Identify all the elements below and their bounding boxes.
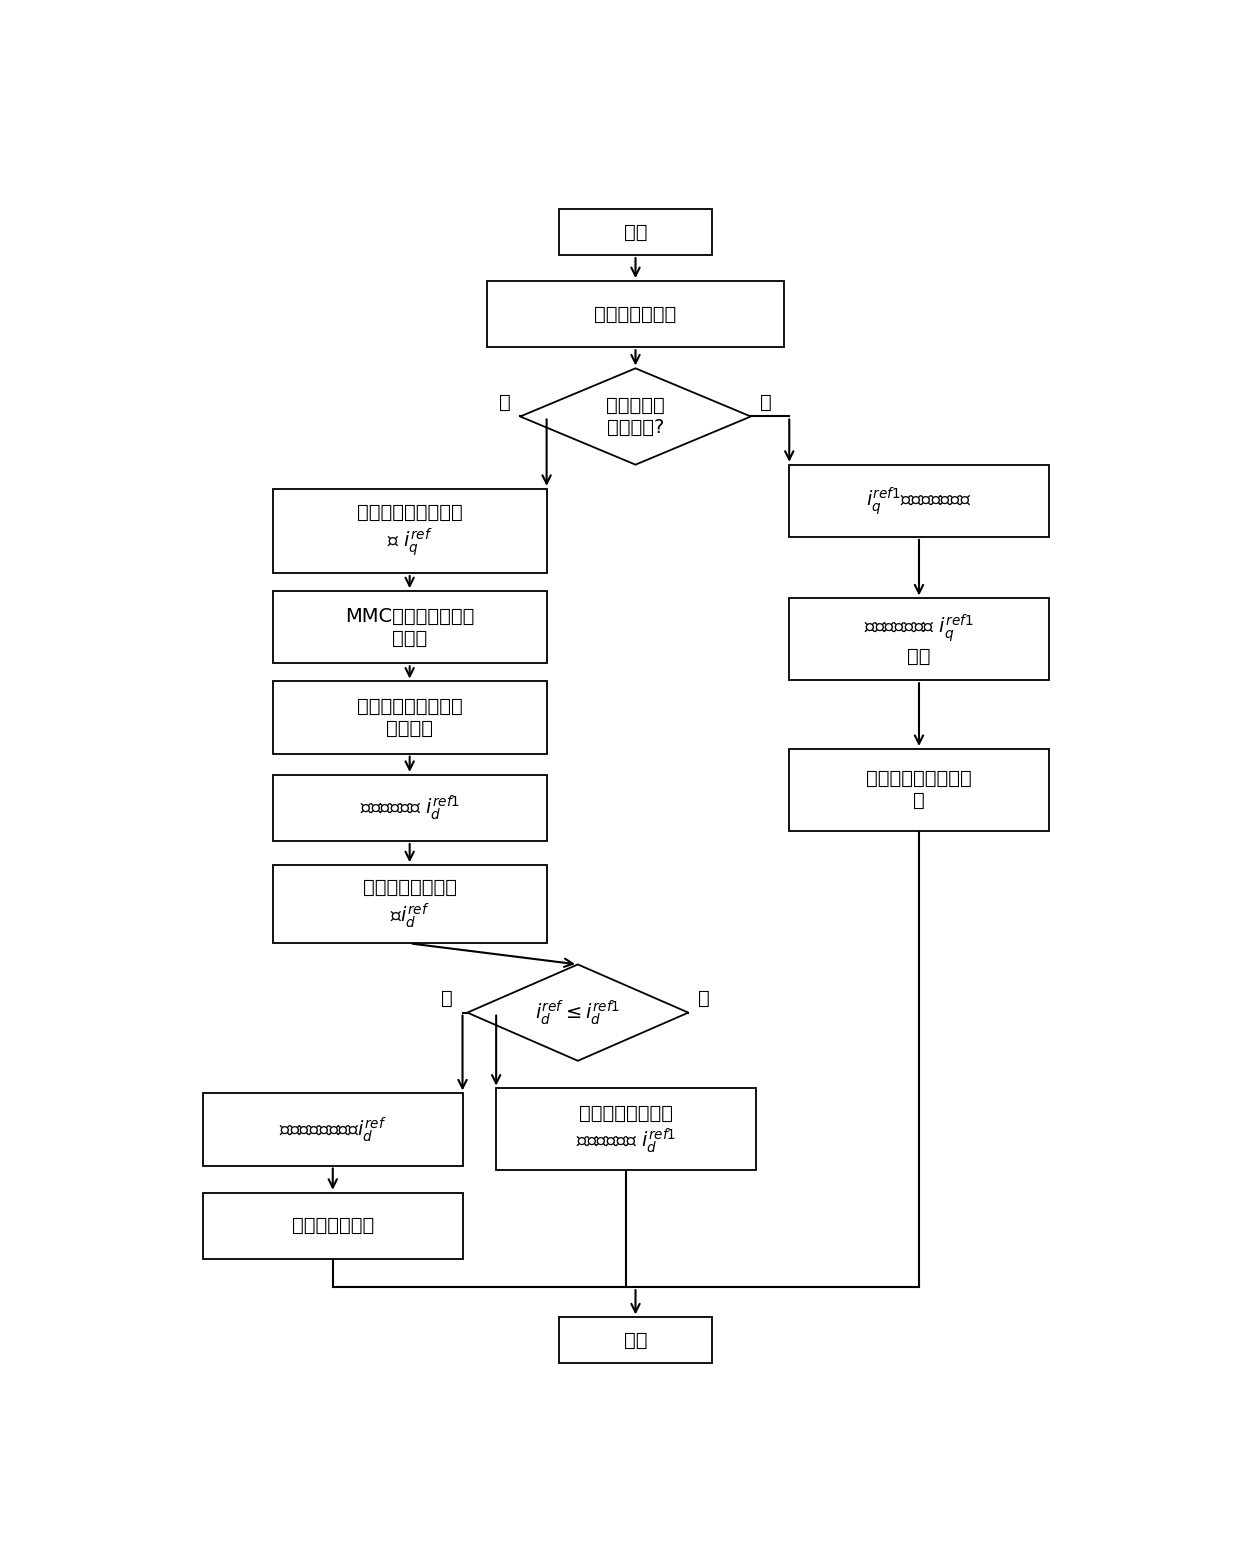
Text: $i_q^{ref1}$从无功外环得到: $i_q^{ref1}$从无功外环得到 <box>867 485 972 516</box>
FancyBboxPatch shape <box>558 1317 712 1364</box>
Polygon shape <box>467 965 688 1060</box>
FancyBboxPatch shape <box>203 1193 463 1259</box>
FancyBboxPatch shape <box>496 1089 755 1170</box>
Text: 采集有功电流 $i_d^{ref1}$: 采集有功电流 $i_d^{ref1}$ <box>360 793 460 823</box>
Text: 计算出无功电流指令
值 $i_q^{ref}$: 计算出无功电流指令 值 $i_q^{ref}$ <box>357 504 463 558</box>
Text: 从电压外环得到有
功电流指令值 $i_d^{ref1}$: 从电压外环得到有 功电流指令值 $i_d^{ref1}$ <box>575 1104 676 1156</box>
Text: MMC发出无功支撑电
压恢复: MMC发出无功支撑电 压恢复 <box>345 607 475 647</box>
Text: 检测并网点电压: 检测并网点电压 <box>594 305 677 324</box>
Text: 有功电流指令值取$i_d^{ref}$: 有功电流指令值取$i_d^{ref}$ <box>279 1115 387 1143</box>
FancyBboxPatch shape <box>273 488 547 572</box>
FancyBboxPatch shape <box>789 749 1049 830</box>
FancyBboxPatch shape <box>273 591 547 663</box>
FancyBboxPatch shape <box>789 465 1049 536</box>
FancyBboxPatch shape <box>789 599 1049 680</box>
Text: 否: 否 <box>698 988 709 1007</box>
Text: 实现单位功率因数运
行: 实现单位功率因数运 行 <box>866 769 972 810</box>
Text: 计算有功电流指令
值$i_d^{ref}$: 计算有功电流指令 值$i_d^{ref}$ <box>362 879 456 931</box>
Text: 优化子模块电容电压
波动网损: 优化子模块电容电压 波动网损 <box>357 698 463 738</box>
Polygon shape <box>521 368 751 465</box>
FancyBboxPatch shape <box>273 682 547 754</box>
Text: $i_d^{ref}\leq i_d^{ref1}$: $i_d^{ref}\leq i_d^{ref1}$ <box>536 998 620 1028</box>
FancyBboxPatch shape <box>203 1093 463 1165</box>
FancyBboxPatch shape <box>558 210 712 255</box>
FancyBboxPatch shape <box>273 774 547 841</box>
FancyBboxPatch shape <box>273 865 547 943</box>
Text: 结束: 结束 <box>624 1331 647 1350</box>
Text: 否: 否 <box>760 393 773 411</box>
Text: 无功电流指令值 $i_q^{ref1}$
为零: 无功电流指令值 $i_q^{ref1}$ 为零 <box>864 613 973 666</box>
FancyBboxPatch shape <box>486 282 785 347</box>
Text: 开始: 开始 <box>624 222 647 242</box>
Text: 并网点电压
是否跌落?: 并网点电压 是否跌落? <box>606 396 665 436</box>
Text: 是: 是 <box>498 393 511 411</box>
Text: 限制并网点电流: 限制并网点电流 <box>291 1217 374 1236</box>
Text: 是: 是 <box>441 988 453 1007</box>
